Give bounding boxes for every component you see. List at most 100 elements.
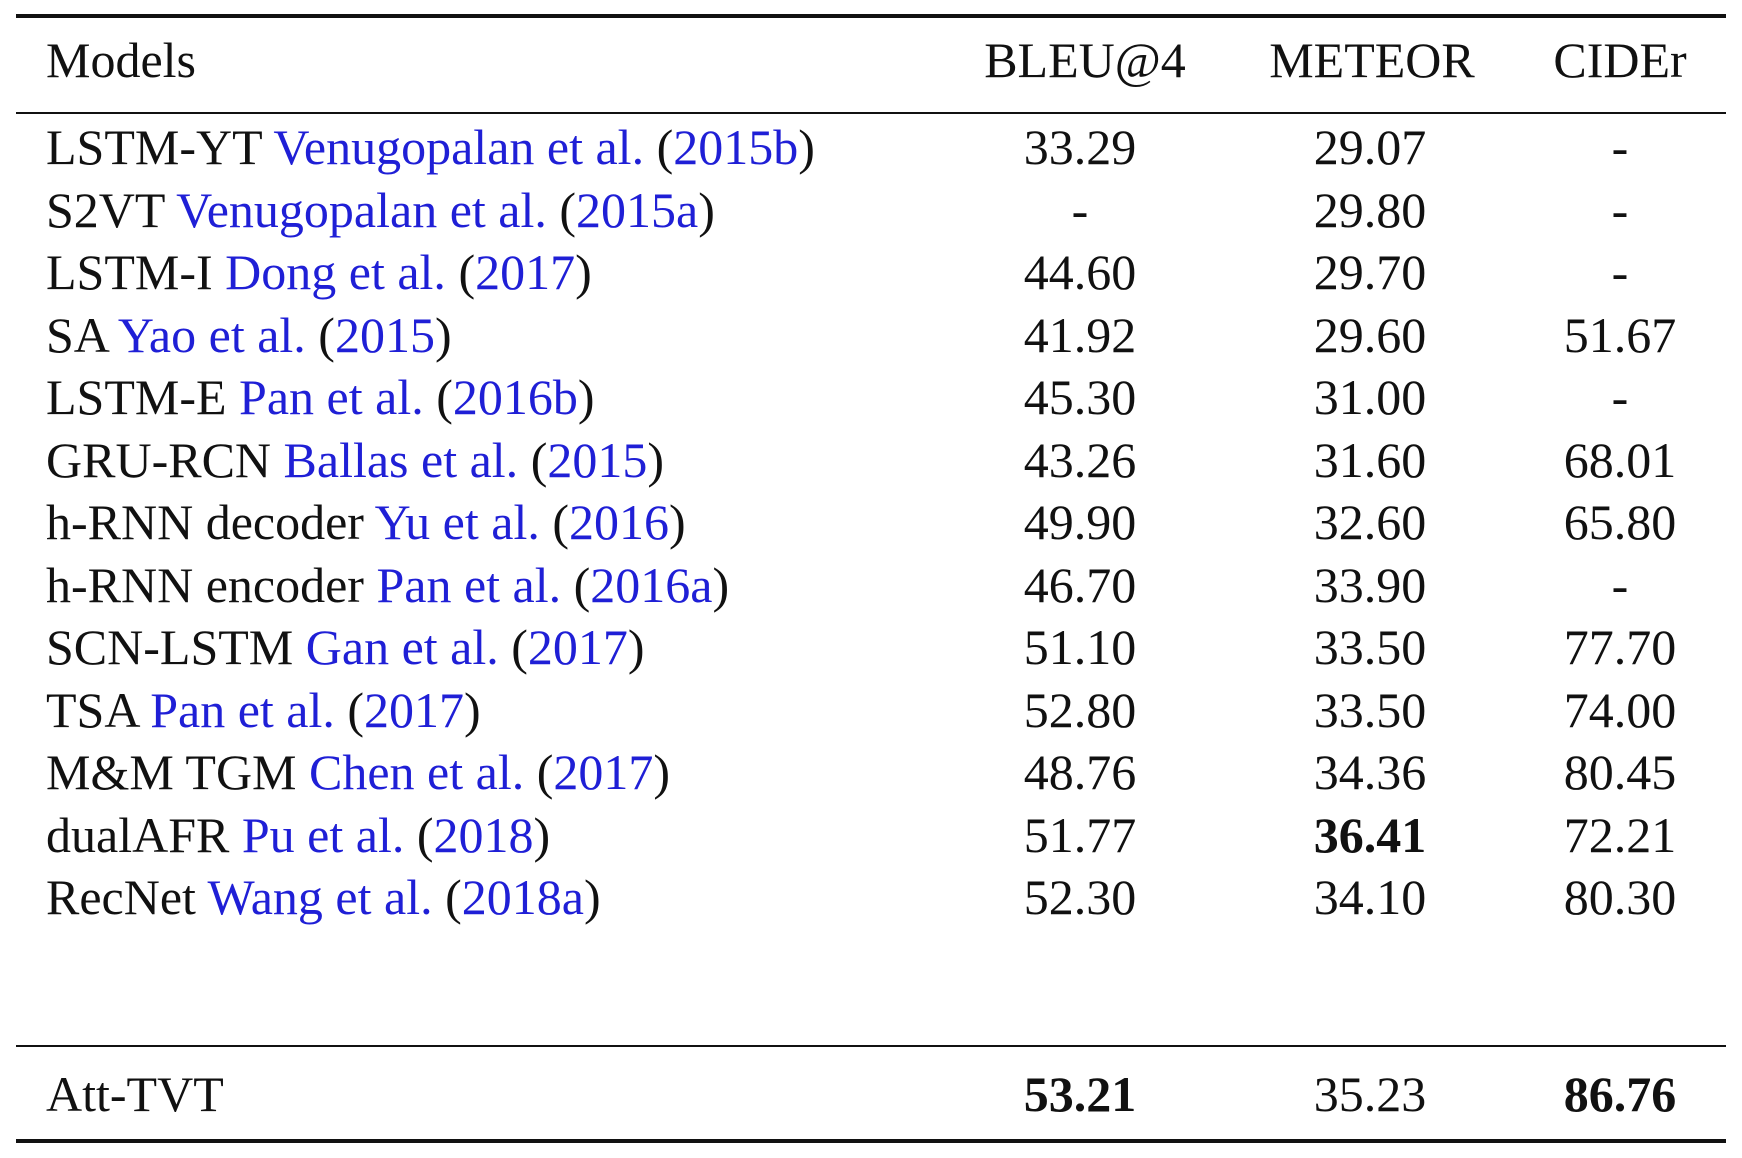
model-name: S2VT [46, 181, 165, 238]
table-row: LSTM-I Dong et al. (2017) 44.60 29.70 - [0, 237, 1742, 307]
bleu-cell: 45.30 [1023, 369, 1137, 425]
bleu-cell: 52.30 [1023, 869, 1137, 925]
model-name: LSTM-E [46, 369, 227, 425]
table-row: M&M TGM Chen et al. (2017) 48.76 34.36 80.4… [0, 737, 1742, 807]
citation-authors-link[interactable]: Venugopalan et al. [176, 181, 547, 238]
header-bleu4: BLEU@4 [984, 32, 1186, 88]
meteor-cell: 32.60 [1313, 494, 1427, 550]
cider-cell: 77.70 [1563, 619, 1677, 675]
bleu-cell: 49.90 [1023, 494, 1137, 550]
model-name: dualAFR [46, 806, 230, 863]
bleu-cell: 51.10 [1023, 619, 1137, 675]
cider-cell: 80.30 [1563, 869, 1677, 925]
citation-year-link[interactable]: 2015 [334, 306, 435, 363]
meteor-cell: 29.70 [1313, 244, 1427, 300]
citation-year-link[interactable]: 2018 [433, 806, 534, 863]
citation-year-link[interactable]: 2016b [452, 369, 578, 425]
table-row: h-RNN encoder Pan et al. (2016a) 46.70 33.… [0, 550, 1742, 620]
citation-authors-link[interactable]: Pan et al. [376, 556, 562, 613]
meteor-cell: 31.60 [1313, 431, 1427, 488]
bleu-cell: 48.76 [1023, 744, 1137, 800]
bleu-cell: - [1071, 181, 1089, 238]
meteor-cell: 33.50 [1313, 681, 1427, 738]
cider-cell: 72.21 [1563, 806, 1677, 863]
citation-authors-link[interactable]: Pan et al. [150, 681, 335, 738]
table-row: h-RNN decoder Yu et al. (2016) 49.90 32.60… [0, 487, 1742, 557]
table-row: SCN-LSTM Gan et al. (2017) 51.10 33.50 77.7… [0, 612, 1742, 682]
model-name: LSTM-YT [46, 119, 262, 175]
model-cell: h-RNN encoder Pan et al. (2016a) [46, 556, 730, 613]
citation-year-link[interactable]: 2018a [461, 869, 584, 925]
meteor-cell: 33.90 [1313, 556, 1427, 613]
citation-year-link[interactable]: 2017 [527, 619, 628, 675]
model-cell: M&M TGM Chen et al. (2017) [46, 744, 671, 800]
model-cell: LSTM-E Pan et al. (2016b) [46, 369, 595, 425]
citation-authors-link[interactable]: Gan et al. [305, 619, 499, 675]
cider-cell: - [1611, 244, 1629, 300]
table-row: SA Yao et al. (2015) 41.92 29.60 51.67 [0, 300, 1742, 370]
citation-year-link[interactable]: 2015b [673, 119, 799, 175]
model-cell: LSTM-YT Venugopalan et al. (2015b) [46, 119, 815, 175]
cider-cell: - [1611, 556, 1629, 613]
final-meteor: 35.23 [1313, 1066, 1427, 1122]
citation-authors-link[interactable]: Ballas et al. [283, 431, 519, 488]
table-row: dualAFR Pu et al. (2018) 51.77 36.41 72.21 [0, 800, 1742, 870]
table-row: LSTM-YT Venugopalan et al. (2015b) 33.29 2… [0, 112, 1742, 182]
table-row: S2VT Venugopalan et al. (2015a) - 29.80 - [0, 175, 1742, 245]
header-meteor: METEOR [1269, 32, 1475, 88]
model-name: SCN-LSTM [46, 619, 294, 675]
citation-year-link[interactable]: 2017 [364, 681, 465, 738]
model-cell: SCN-LSTM Gan et al. (2017) [46, 619, 645, 675]
bleu-cell: 52.80 [1023, 681, 1137, 738]
citation-year-link[interactable]: 2017 [475, 244, 576, 300]
bottom-rule [16, 1139, 1726, 1143]
citation-authors-link[interactable]: Pu et al. [241, 806, 405, 863]
header-row: Models BLEU@4 METEOR CIDEr [0, 25, 1742, 95]
final-row: Att-TVT 53.21 35.23 86.76 [0, 1059, 1742, 1129]
model-cell: dualAFR Pu et al. (2018) [46, 806, 551, 863]
citation-year-link[interactable]: 2016 [569, 494, 669, 550]
header-cider: CIDEr [1553, 32, 1687, 88]
model-cell: GRU-RCN Ballas et al. (2015) [46, 431, 664, 488]
meteor-cell: 34.10 [1313, 869, 1427, 925]
citation-year-link[interactable]: 2015a [576, 181, 699, 238]
citation-year-link[interactable]: 2016a [590, 556, 713, 613]
model-name: h-RNN decoder [46, 494, 364, 550]
final-bleu: 53.21 [1023, 1066, 1137, 1122]
meteor-cell: 31.00 [1313, 369, 1427, 425]
meteor-cell: 29.07 [1313, 119, 1427, 175]
cider-cell: 80.45 [1563, 744, 1677, 800]
table-row: RecNet Wang et al. (2018a) 52.30 34.10 80.3… [0, 862, 1742, 932]
table-row: LSTM-E Pan et al. (2016b) 45.30 31.00 - [0, 362, 1742, 432]
separator-rule [16, 1045, 1726, 1047]
citation-authors-link[interactable]: Wang et al. [207, 869, 433, 925]
model-name: M&M TGM [46, 744, 297, 800]
cider-cell: - [1611, 119, 1629, 175]
model-cell: S2VT Venugopalan et al. (2015a) [46, 181, 715, 238]
meteor-cell: 33.50 [1313, 619, 1427, 675]
header-models: Models [46, 32, 196, 88]
citation-authors-link[interactable]: Chen et al. [309, 744, 525, 800]
bleu-cell: 33.29 [1023, 119, 1137, 175]
cider-cell: 68.01 [1563, 431, 1677, 488]
citation-authors-link[interactable]: Yu et al. [374, 494, 540, 550]
citation-authors-link[interactable]: Venugopalan et al. [273, 119, 645, 175]
model-name: TSA [46, 681, 138, 738]
bleu-cell: 44.60 [1023, 244, 1137, 300]
cider-cell: 51.67 [1563, 306, 1677, 363]
model-cell: SA Yao et al. (2015) [46, 306, 452, 363]
citation-year-link[interactable]: 2015 [547, 431, 648, 488]
final-cider: 86.76 [1563, 1066, 1677, 1122]
citation-year-link[interactable]: 2017 [553, 744, 654, 800]
top-rule [16, 14, 1726, 18]
citation-authors-link[interactable]: Yao et al. [117, 306, 306, 363]
model-name: GRU-RCN [46, 431, 272, 488]
citation-authors-link[interactable]: Pan et al. [239, 369, 424, 425]
cider-cell: 74.00 [1563, 681, 1677, 738]
meteor-cell: 29.60 [1313, 306, 1427, 363]
final-model: Att-TVT [46, 1066, 224, 1122]
bleu-cell: 51.77 [1023, 806, 1137, 863]
citation-authors-link[interactable]: Dong et al. [225, 244, 446, 300]
meteor-cell: 36.41 [1313, 806, 1427, 863]
model-name: h-RNN encoder [46, 556, 364, 613]
